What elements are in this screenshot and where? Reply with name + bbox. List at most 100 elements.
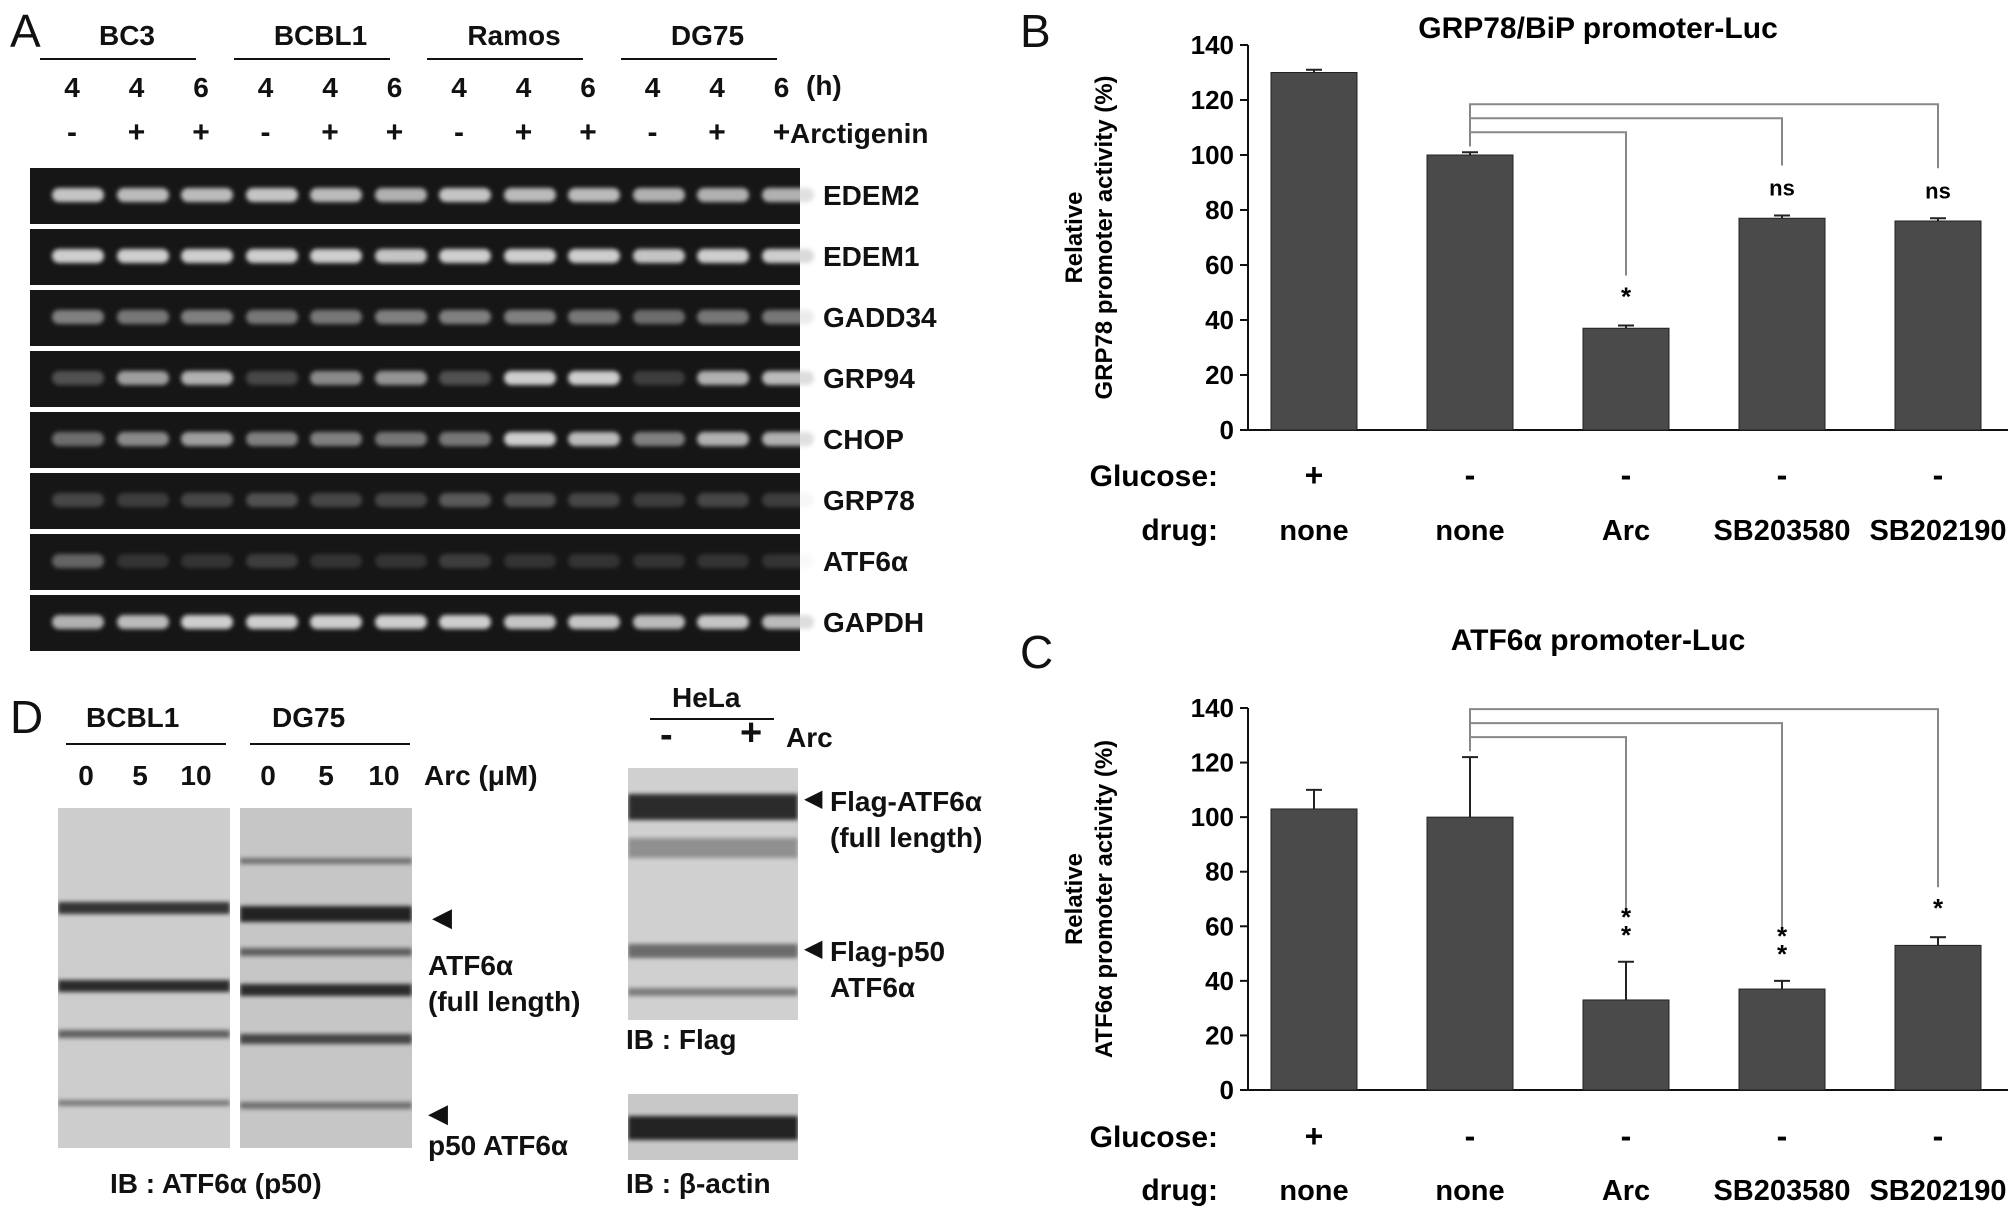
gel-band	[245, 615, 298, 629]
bar	[1426, 816, 1514, 1091]
dose-label: 10	[180, 760, 212, 791]
gel-band	[632, 188, 685, 202]
glucose-sign: -	[1621, 457, 1632, 493]
gel-row	[30, 229, 814, 285]
gel-band	[697, 615, 749, 629]
gene-label: GAPDH	[823, 607, 925, 638]
treatment-sign: +	[579, 116, 597, 149]
significance-mark: *	[1621, 920, 1632, 950]
treatment-sign: +	[385, 116, 404, 149]
gel-band	[503, 310, 556, 324]
treatment-sign: +	[772, 116, 791, 149]
gel-band	[245, 432, 298, 446]
chart-title: ATF6α promoter-Luc	[1451, 624, 1746, 657]
y-tick-label: 120	[1191, 85, 1234, 115]
drug-label: none	[1435, 1175, 1504, 1207]
gel-row	[30, 290, 814, 346]
gel-band	[245, 371, 298, 385]
hela-arc: Arc	[786, 722, 833, 753]
glucose-row-label: Glucose:	[1090, 1121, 1218, 1154]
significance-mark: *	[1777, 921, 1788, 951]
flag-full-label: Flag-ATF6α	[830, 786, 983, 817]
gel-band	[439, 249, 491, 263]
cell-line-underline	[40, 58, 196, 60]
blot-band	[240, 1102, 412, 1109]
gel-band	[52, 432, 104, 446]
gel-band	[116, 615, 169, 629]
y-tick-label: 80	[1205, 857, 1234, 887]
d-label-p50: p50 ATF6α	[428, 1130, 569, 1161]
drug-row-label: drug:	[1141, 514, 1218, 547]
drug-label: none	[1435, 515, 1504, 547]
blot-bcbl1	[58, 808, 230, 1148]
cell-line-bc3: BC3	[98, 20, 155, 51]
hour-label: 4	[515, 72, 532, 103]
gel-band	[503, 188, 556, 202]
gel-band	[697, 493, 749, 507]
bar	[1270, 808, 1358, 1091]
y-tick-label: 40	[1205, 305, 1234, 335]
gel-band	[52, 554, 104, 568]
glucose-sign: -	[1621, 1118, 1632, 1154]
gel-band	[439, 432, 491, 446]
y-axis-label-line2: GRP78 promoter activity (%)	[1091, 75, 1118, 399]
gel-band	[52, 310, 104, 324]
gel-band	[52, 188, 104, 202]
blot-band	[240, 984, 412, 996]
dose-label: 10	[368, 760, 400, 791]
hours-unit-label: (h)	[806, 70, 842, 101]
gene-label: EDEM1	[823, 241, 920, 272]
hour-label: 4	[64, 72, 80, 103]
gel-band	[761, 493, 814, 507]
hour-label: 6	[580, 72, 596, 103]
gene-label: GADD34	[823, 302, 937, 333]
y-tick-label: 20	[1205, 360, 1234, 390]
gel-band	[761, 554, 814, 568]
gel-band	[52, 371, 104, 385]
treatment-sign: +	[708, 116, 726, 149]
significance-mark: ns	[1769, 176, 1795, 201]
gel-row	[30, 595, 814, 651]
gel-band	[632, 615, 685, 629]
gel-band	[632, 371, 685, 385]
gel-band	[761, 188, 814, 202]
blot-band	[628, 988, 798, 996]
gel-band	[503, 554, 556, 568]
gel-band	[697, 432, 749, 446]
blot-band	[58, 1100, 230, 1106]
gene-label: CHOP	[823, 424, 904, 455]
gel-band	[52, 615, 104, 629]
drug-label: Arc	[1602, 515, 1650, 547]
gel-band	[439, 554, 491, 568]
gel-band	[181, 310, 233, 324]
arrow-flag-p50-icon: ◀	[804, 935, 823, 962]
gel-band	[503, 371, 556, 385]
panel-a-letter: A	[10, 5, 41, 57]
gel-band	[116, 371, 169, 385]
blot-hela-actin	[628, 1094, 798, 1160]
gel-band	[52, 493, 104, 507]
gel-band	[439, 615, 491, 629]
gel-band	[310, 310, 362, 324]
d-label-atf6-full: ATF6α	[428, 950, 514, 981]
glucose-sign: +	[1305, 457, 1324, 493]
comparison-bracket	[1469, 103, 1939, 169]
gel-band	[761, 371, 814, 385]
blot-band	[628, 794, 798, 820]
y-tick-label: 100	[1191, 140, 1234, 170]
glucose-sign: +	[1305, 1118, 1324, 1154]
significance-mark: *	[1777, 939, 1788, 969]
glucose-row-label: Glucose:	[1090, 460, 1218, 493]
dose-label: 5	[132, 760, 148, 791]
gel-band	[310, 249, 362, 263]
gel-band	[310, 188, 362, 202]
chart-title: GRP78/BiP promoter-Luc	[1418, 12, 1778, 45]
gel-band	[310, 432, 362, 446]
significance-mark: *	[1621, 902, 1632, 932]
y-tick-label: 100	[1191, 802, 1234, 832]
arrow-flag-full-icon: ◀	[804, 785, 823, 812]
gel-band	[116, 188, 169, 202]
y-tick-label: 60	[1205, 250, 1234, 280]
cell-line-ramos: Ramos	[467, 20, 561, 51]
gel-band	[439, 371, 491, 385]
